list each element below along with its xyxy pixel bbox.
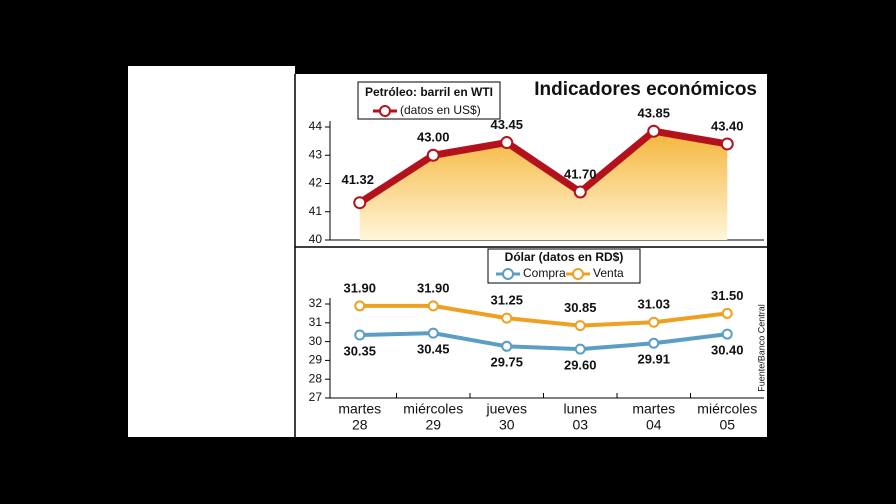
legend-marker: [572, 268, 584, 280]
x-tick-label: 30: [499, 417, 515, 433]
top-bar: [295, 66, 767, 74]
marker: [501, 340, 513, 352]
value-label: 31.03: [637, 297, 670, 312]
marker: [500, 136, 514, 150]
line: [359, 331, 728, 352]
x-tick-label: lunes: [564, 401, 597, 417]
value-label: 29.91: [637, 352, 670, 367]
legend-label: (datos en US$): [400, 103, 481, 117]
source-note: Fuente/Banco Central: [756, 304, 766, 392]
marker: [648, 337, 660, 349]
value-label: 31.90: [417, 280, 450, 295]
value-label: 41.70: [564, 166, 597, 181]
y-tick-label: 32: [309, 296, 323, 310]
marker: [721, 328, 733, 340]
x-tick-label: 03: [572, 417, 588, 433]
line: [357, 127, 728, 206]
panel: [128, 66, 767, 437]
marker: [720, 137, 734, 151]
value-label: 41.32: [341, 172, 374, 187]
x-tick-label: 29: [425, 417, 441, 433]
value-label: 30.45: [417, 342, 450, 357]
value-label: 30.40: [711, 343, 744, 358]
value-label: 31.90: [343, 280, 376, 295]
x-tick-label: martes: [632, 401, 675, 417]
y-tick-label: 30: [309, 334, 323, 348]
marker: [501, 312, 513, 324]
value-label: 43.00: [417, 130, 450, 145]
marker: [427, 327, 439, 339]
marker: [721, 307, 733, 319]
marker: [574, 343, 586, 355]
value-label: 43.40: [711, 118, 744, 133]
legend-marker: [379, 105, 391, 117]
y-tick-label: 44: [309, 119, 323, 133]
value-label: 43.85: [637, 106, 670, 121]
marker: [354, 300, 366, 312]
area: [359, 131, 728, 240]
y-tick-label: 27: [309, 390, 323, 404]
legend-box: [487, 248, 641, 284]
x-tick-label: jueves: [486, 401, 527, 417]
y-tick-label: 43: [309, 147, 323, 161]
value-label: 30.35: [343, 343, 376, 358]
marker: [647, 124, 661, 138]
y-tick-label: 42: [309, 176, 323, 190]
y-tick-label: 40: [309, 232, 323, 246]
chart-title: Indicadores económicos: [534, 79, 757, 100]
line: [359, 303, 728, 328]
marker: [354, 329, 366, 341]
x-tick-label: miércoles: [697, 401, 757, 417]
legend-label: Venta: [593, 266, 624, 280]
legend-title: Petróleo: barril en WTI: [365, 85, 493, 99]
marker: [353, 196, 367, 210]
legend-marker: [502, 268, 514, 280]
value-label: 29.75: [490, 355, 523, 370]
value-label: 30.85: [564, 300, 597, 315]
y-tick-label: 31: [309, 315, 323, 329]
marker: [573, 185, 587, 199]
marker: [648, 316, 660, 328]
legend-title: Dólar (datos en RD$): [505, 250, 624, 264]
x-tick-label: 05: [719, 417, 735, 433]
y-tick-label: 29: [309, 353, 323, 367]
x-tick-label: miércoles: [403, 401, 463, 417]
value-label: 31.25: [490, 293, 523, 308]
value-label: 29.60: [564, 358, 597, 373]
legend-label: Compra: [523, 266, 566, 280]
marker: [427, 300, 439, 312]
value-label: 31.50: [711, 288, 744, 303]
y-tick-label: 28: [309, 371, 323, 385]
marker: [574, 320, 586, 332]
y-tick-label: 41: [309, 204, 323, 218]
value-label: 43.45: [490, 117, 523, 132]
x-tick-label: 04: [646, 417, 662, 433]
x-tick-label: martes: [338, 401, 381, 417]
marker: [426, 148, 440, 162]
x-tick-label: 28: [352, 417, 368, 433]
